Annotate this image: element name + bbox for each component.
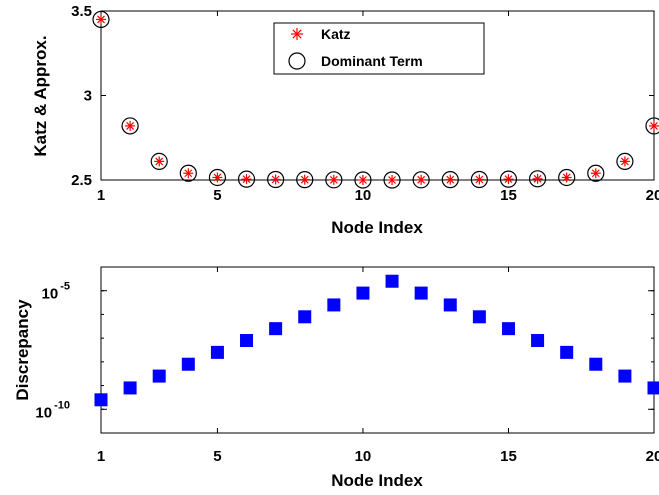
dominant-term-point bbox=[150, 152, 168, 171]
katz-ytick-label: 3 bbox=[84, 88, 92, 105]
katz-ytick-label: 3.5 bbox=[71, 3, 92, 20]
legend: Katz Dominant Term bbox=[273, 22, 485, 75]
dominant-term-point bbox=[412, 171, 430, 189]
discrepancy-point bbox=[472, 310, 486, 324]
dominant-term-point bbox=[121, 117, 139, 135]
katz-point bbox=[532, 173, 543, 184]
dominant-term-point bbox=[383, 171, 401, 189]
katz-panel: 1 5 10 15 202.533.5 Node Index Katz & Approx… bbox=[31, 3, 659, 237]
discrepancy-point bbox=[356, 286, 370, 300]
katz-point bbox=[357, 175, 368, 185]
legend-box bbox=[273, 22, 485, 75]
katz-xtick-label: 10 bbox=[355, 187, 372, 204]
discrepancy-point bbox=[414, 286, 428, 300]
discrepancy-point bbox=[385, 274, 399, 288]
discrepancy-point bbox=[443, 298, 457, 312]
dominant-term-point bbox=[267, 170, 285, 189]
dominant-term-point bbox=[325, 171, 343, 189]
dominant-term-point bbox=[237, 170, 256, 188]
dominant-term-point bbox=[558, 168, 576, 187]
discrepancy-ylabel: Discrepancy bbox=[13, 299, 32, 401]
discrepancy-point bbox=[181, 357, 195, 371]
legend-katz-marker bbox=[291, 28, 303, 40]
discrepancy-point bbox=[531, 334, 545, 348]
discrepancy-xtick-label: 15 bbox=[500, 448, 517, 465]
discrepancy-xlabel: Node Index bbox=[331, 471, 423, 490]
discrepancy-xtick-label: 5 bbox=[213, 448, 221, 465]
discrepancy-axes-box bbox=[100, 266, 655, 434]
katz-point bbox=[328, 174, 339, 185]
katz-point bbox=[416, 174, 427, 185]
discrepancy-xtick-label: 20 bbox=[646, 448, 659, 465]
katz-xtick-label: 5 bbox=[213, 187, 221, 204]
discrepancy-ytick-label: 10 -10 bbox=[35, 399, 70, 421]
katz-point bbox=[96, 14, 106, 25]
katz-point bbox=[474, 174, 485, 185]
legend-dominant-marker bbox=[288, 52, 306, 70]
discrepancy-ytick-label: 10 -5 bbox=[42, 281, 70, 303]
dominant-term-point bbox=[441, 171, 459, 189]
katz-point bbox=[619, 156, 630, 167]
katz-point bbox=[503, 174, 514, 185]
discrepancy-point bbox=[210, 345, 224, 359]
dominant-term-point bbox=[470, 170, 488, 189]
dominant-term-point bbox=[616, 152, 634, 171]
katz-point bbox=[561, 172, 572, 183]
katz-xtick-label: 20 bbox=[646, 187, 659, 204]
discrepancy-point bbox=[501, 322, 515, 336]
katz-point bbox=[387, 175, 398, 185]
discrepancy-xtick-label: 10 bbox=[355, 448, 372, 465]
katz-point bbox=[649, 120, 659, 131]
discrepancy-point bbox=[298, 310, 312, 324]
discrepancy-point bbox=[152, 369, 166, 383]
discrepancy-point bbox=[269, 322, 283, 336]
legend-katz-label: Katz bbox=[321, 26, 351, 42]
katz-point bbox=[125, 120, 136, 131]
discrepancy-point bbox=[327, 298, 341, 312]
discrepancy-point bbox=[647, 381, 659, 395]
legend-dominant-label: Dominant Term bbox=[321, 53, 423, 69]
katz-point bbox=[270, 174, 281, 185]
dominant-term-point bbox=[499, 170, 518, 188]
dominant-term-point bbox=[179, 164, 197, 182]
discrepancy-point bbox=[123, 381, 137, 395]
katz-point bbox=[590, 168, 601, 179]
discrepancy-point bbox=[94, 393, 108, 407]
katz-ytick-label: 2.5 bbox=[71, 172, 92, 189]
dominant-term-point bbox=[296, 171, 314, 189]
katz-point bbox=[212, 172, 223, 183]
dominant-term-point bbox=[208, 168, 227, 187]
discrepancy-point bbox=[618, 369, 632, 383]
dominant-term-point bbox=[354, 171, 372, 189]
katz-xtick-label: 1 bbox=[97, 187, 105, 204]
dominant-term-point bbox=[645, 117, 659, 135]
katz-point bbox=[445, 174, 456, 185]
discrepancy-point bbox=[589, 357, 603, 371]
dominant-term-point bbox=[587, 164, 605, 182]
dominant-term-point bbox=[528, 170, 547, 188]
katz-xlabel: Node Index bbox=[331, 218, 423, 237]
katz-point bbox=[241, 174, 252, 185]
katz-point bbox=[154, 156, 165, 167]
katz-point bbox=[299, 174, 310, 185]
katz-xtick-label: 15 bbox=[500, 187, 517, 204]
dominant-term-point bbox=[92, 10, 110, 29]
katz-ylabel: Katz & Approx. bbox=[31, 35, 50, 156]
discrepancy-point bbox=[240, 334, 254, 348]
discrepancy-point bbox=[560, 345, 574, 359]
katz-point bbox=[183, 168, 194, 179]
discrepancy-xtick-label: 1 bbox=[97, 448, 105, 465]
